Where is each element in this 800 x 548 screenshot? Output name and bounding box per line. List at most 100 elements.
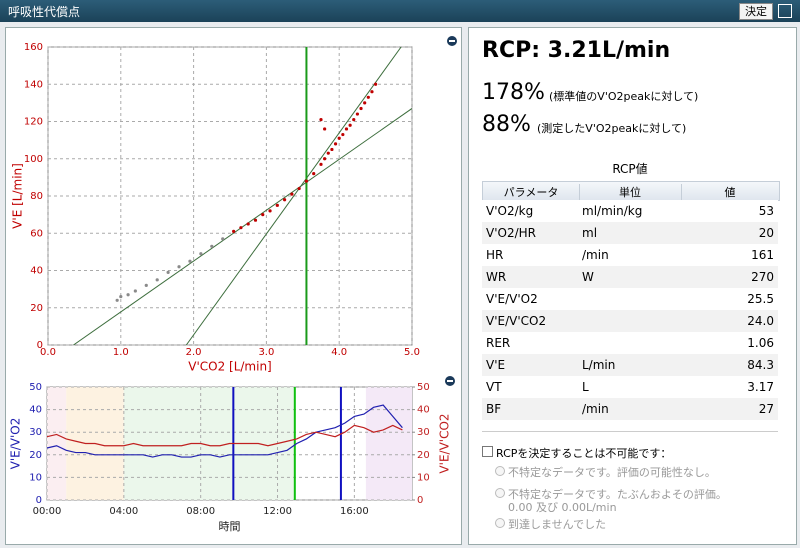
x-tick-label: 0.0 [40,347,56,358]
table-cell: W [582,270,594,284]
table-cell: /min [582,248,609,262]
table-cell: BF [486,402,502,416]
point [126,293,130,297]
x-tick-label: 16:00 [340,506,369,517]
y-tick-label: 40 [30,266,43,277]
point [312,172,316,176]
point [253,218,258,222]
x-tick-label: 08:00 [186,506,215,517]
table-cell: RER [486,336,511,350]
phase-band [365,387,412,500]
y-tick-label: 80 [30,191,43,202]
table-row: RER 1.06 [482,332,778,354]
table-row: V'E/V'CO2 24.0 [482,310,778,332]
point [283,198,287,202]
table-cell: V'E/V'CO2 [486,314,547,328]
point [115,298,119,302]
table-cell: ml/min/kg [582,204,643,218]
table-cell: V'O2/HR [486,226,536,240]
pct-standard: 178% [482,80,545,105]
y2-tick-label: 50 [417,382,430,393]
table-row: WR W 270 [482,266,778,288]
point [261,213,265,217]
point [166,270,170,274]
point [366,95,370,99]
point [359,106,363,111]
series-line [46,424,403,447]
point [232,229,236,233]
radio-label: 0.00 及び 0.00L/min [508,501,617,514]
point [210,244,214,248]
point [374,82,378,86]
table-cell: L/min [582,358,616,372]
y-tick-label: 0 [36,495,42,506]
point [370,90,374,94]
y-tick-label: 0 [37,340,43,351]
y-tick-label: 50 [29,382,42,393]
collapse-icon-bar [447,380,453,382]
y-tick-label: 10 [29,472,42,483]
table-cell: ml [582,226,598,240]
table-row: V'E/V'O2 25.5 [482,288,778,310]
point [119,294,123,299]
radio-label: 到達しませんでした [508,518,607,531]
point [363,101,367,105]
table-cell: 20 [758,226,774,240]
y-tick-label: 100 [24,154,43,165]
table-cell: VT [486,380,502,394]
table-header: パラメータ 単位 値 [482,181,780,201]
table-cell: 53 [758,204,774,218]
table-cell: 161 [751,248,774,262]
point [330,147,334,152]
x-tick-label: 00:00 [33,506,62,517]
charts: 0.0 1.0 2.0 3.0 4.0 5.0020406080100120140160V… [9,36,457,533]
point [188,259,192,263]
x-axis-label: 時間 [219,520,241,533]
decide-button[interactable]: 決定 [739,3,773,20]
radio-label: 不特定なデータです。評価の可能性なし。 [508,466,716,479]
point [239,226,243,230]
point [344,127,349,131]
point [290,192,294,196]
y-tick-label: 160 [24,42,43,53]
y2-tick-label: 10 [417,472,430,483]
x-tick-label: 12:00 [263,506,292,517]
radio-label: 不特定なデータです。たぶんおよその評価。 [508,488,727,501]
point [319,118,323,122]
y-axis-label: V'E [L/min] [11,163,25,229]
point [304,179,309,183]
table-cell: WR [486,270,507,284]
y2-axis-label: V'E/V'CO2 [438,413,452,473]
popout-icon[interactable] [778,4,792,18]
table-row: BF/min 27 [482,398,778,420]
point [177,265,181,269]
radio [495,466,505,476]
x-tick-label: 04:00 [109,506,138,517]
point [323,157,327,161]
point [326,151,330,155]
table-cell: 270 [751,270,774,284]
column-header[interactable]: 単位 [579,184,682,200]
point [155,278,159,282]
table-row: HR/min 161 [482,244,778,266]
y-tick-label: 20 [29,450,42,461]
table-cell: 25.5 [747,292,774,306]
column-header[interactable]: 値 [724,186,736,199]
point [268,209,272,213]
point [297,186,301,191]
table-cell: /min [582,402,609,416]
y2-tick-label: 30 [417,427,430,438]
checkbox[interactable] [482,446,493,457]
pct-measured: 88% [482,112,531,137]
title-bar [0,0,800,22]
y-tick-label: 120 [24,117,43,128]
table-cell: 24.0 [747,314,774,328]
collapse-icon-bar [449,40,455,42]
table-cell: V'E/V'O2 [486,292,538,306]
table-title: RCP値 [612,162,648,176]
y2-tick-label: 20 [417,450,430,461]
x-tick-label: 3.0 [258,347,274,358]
point [144,283,148,287]
column-header[interactable]: パラメータ [483,184,580,200]
